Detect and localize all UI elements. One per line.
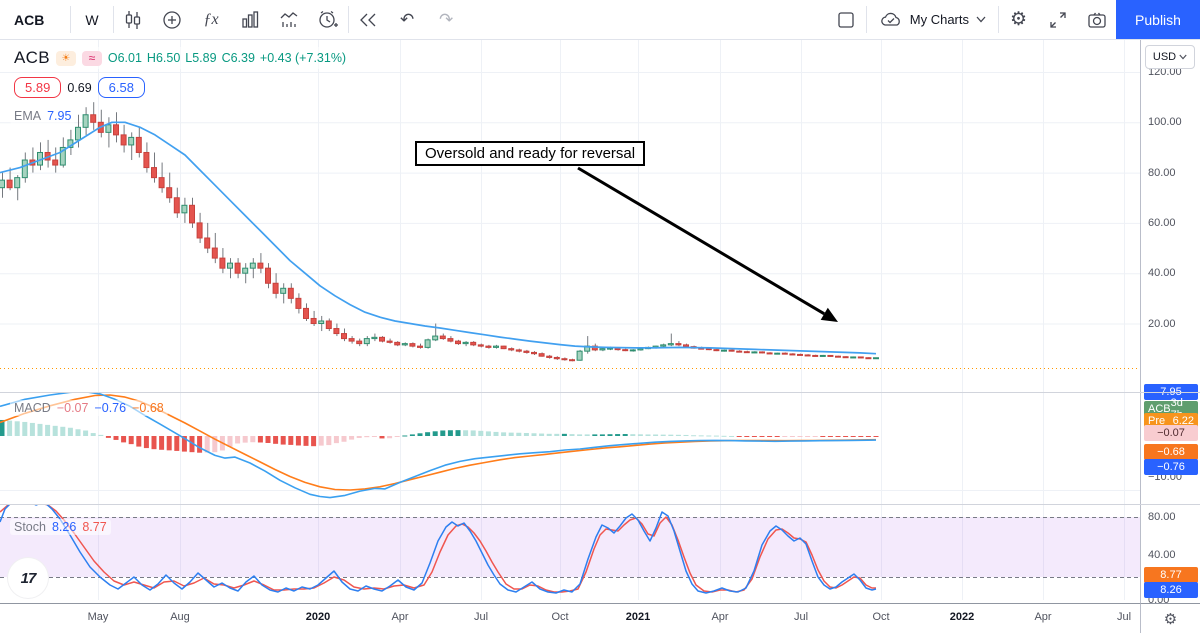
low-value: L5.89 bbox=[185, 51, 217, 65]
redo-icon[interactable]: ↷ bbox=[427, 0, 466, 39]
time-axis-month-label: Aug bbox=[170, 611, 190, 623]
interval-button[interactable]: W bbox=[71, 0, 112, 39]
toolbar-left-group: ACB W ƒx ↶ ↷ bbox=[0, 0, 466, 39]
toolbar-divider bbox=[112, 6, 114, 33]
macd-line-badge: −0.76 bbox=[1144, 459, 1198, 475]
time-axis-month-label: Oct bbox=[872, 611, 890, 623]
indicators-icon[interactable]: ƒx bbox=[192, 0, 231, 39]
axis-tick-label: 20.00 bbox=[1148, 318, 1176, 330]
price-axis[interactable]: 120.00 100.00 80.00 60.00 40.00 20.00 −10.00 80… bbox=[1140, 40, 1200, 606]
currency-label: USD bbox=[1152, 51, 1177, 63]
time-axis-month-label: Apr bbox=[1034, 611, 1052, 623]
close-value: C6.39 bbox=[221, 51, 255, 65]
time-axis-month-label: Apr bbox=[711, 611, 729, 623]
stoch-legend[interactable]: Stoch 8.26 8.77 bbox=[10, 519, 111, 535]
stoch-label: Stoch bbox=[14, 520, 46, 534]
ohlc-values: O6.01 H6.50 L5.89 C6.39 +0.43 (+7.31%) bbox=[108, 49, 351, 67]
axis-tick-label: 100.00 bbox=[1148, 116, 1182, 128]
my-charts-label: My Charts bbox=[909, 12, 969, 27]
axis-tick-label: 40.00 bbox=[1148, 267, 1176, 279]
currency-selector[interactable]: USD bbox=[1145, 45, 1195, 69]
stoch-d-badge: 8.77 bbox=[1144, 567, 1198, 583]
ema-value: 7.95 bbox=[47, 109, 72, 123]
axis-tick-label: 120.00 bbox=[1148, 66, 1182, 78]
macd-signal-value: −0.68 bbox=[132, 401, 164, 415]
top-toolbar: ACB W ƒx ↶ ↷ bbox=[0, 0, 1200, 40]
chevron-down-icon bbox=[976, 16, 986, 23]
time-axis-month-label: Jul bbox=[473, 611, 489, 623]
fx-glyph: ƒx bbox=[203, 10, 219, 28]
axis-settings-button[interactable]: ⚙ bbox=[1140, 603, 1200, 633]
replay-icon[interactable] bbox=[349, 0, 388, 39]
range-high-box[interactable]: 6.58 bbox=[97, 77, 145, 98]
change-value: +0.43 (+7.31%) bbox=[259, 51, 347, 65]
macd-signal-badge: −0.68 bbox=[1144, 444, 1198, 460]
tradingview-logo[interactable]: 17 bbox=[8, 558, 48, 598]
redo-glyph: ↷ bbox=[438, 10, 454, 29]
time-axis[interactable]: May Aug 2020 Apr Jul Oct 2021 Apr Jul Oct 2022 Apr J… bbox=[0, 603, 1140, 633]
chart-area: ACB ☀ ≈ O6.01 H6.50 L5.89 C6.39 +0.43 (+7.31… bbox=[0, 40, 1140, 603]
chart-style-icon[interactable] bbox=[114, 0, 153, 39]
toolbar-divider bbox=[998, 6, 999, 33]
legend-symbol: ACB bbox=[14, 48, 50, 67]
macd-hist-badge: −0.07 bbox=[1144, 425, 1198, 441]
price-legend[interactable]: ACB ☀ ≈ O6.01 H6.50 L5.89 C6.39 +0.43 (+7.31… bbox=[10, 47, 356, 69]
axis-tick-label: 40.00 bbox=[1148, 549, 1176, 561]
range-low-box[interactable]: 5.89 bbox=[14, 77, 62, 98]
undo-glyph: ↶ bbox=[399, 10, 415, 29]
macd-label: MACD bbox=[14, 401, 51, 415]
time-axis-month-label: Jul bbox=[1116, 611, 1132, 623]
approx-icon[interactable]: ≈ bbox=[81, 50, 102, 66]
chevron-down-icon bbox=[1179, 54, 1187, 60]
sun-icon[interactable]: ☀ bbox=[55, 50, 76, 66]
chart-canvas[interactable] bbox=[0, 40, 1140, 603]
time-axis-year-label: 2022 bbox=[949, 611, 975, 623]
compare-icon[interactable] bbox=[153, 0, 192, 39]
templates-icon[interactable] bbox=[231, 0, 270, 39]
macd-legend[interactable]: MACD −0.07 −0.76 −0.68 bbox=[10, 400, 168, 416]
my-charts-button[interactable]: My Charts bbox=[867, 0, 998, 39]
price-range-tool[interactable]: 5.89 0.69 6.58 bbox=[10, 76, 149, 99]
alert-icon[interactable] bbox=[309, 0, 348, 39]
ema-legend[interactable]: EMA 7.95 bbox=[10, 108, 76, 124]
time-axis-month-label: Jul bbox=[793, 611, 809, 623]
time-axis-year-label: 2021 bbox=[625, 611, 651, 623]
toolbar-divider bbox=[865, 6, 867, 33]
layout-icon[interactable] bbox=[827, 0, 866, 39]
stoch-k-value: 8.26 bbox=[51, 520, 77, 534]
range-value: 0.69 bbox=[67, 80, 92, 95]
macd-line-value: −0.76 bbox=[94, 401, 127, 415]
ema-label: EMA bbox=[14, 109, 42, 123]
stoch-k-badge: 8.26 bbox=[1144, 582, 1198, 598]
symbol-button[interactable]: ACB bbox=[0, 0, 70, 39]
open-value: O6.01 bbox=[107, 51, 142, 65]
publish-button[interactable]: Publish bbox=[1116, 0, 1200, 39]
axis-tick-label: 80.00 bbox=[1148, 511, 1176, 523]
gear-icon: ⚙ bbox=[1163, 610, 1178, 628]
annotation-callout[interactable]: Oversold and ready for reversal bbox=[415, 141, 646, 166]
gear-glyph: ⚙ bbox=[1009, 9, 1028, 30]
toolbar-right-group: My Charts ⚙ Publish bbox=[827, 0, 1200, 39]
time-axis-month-label: Apr bbox=[391, 611, 409, 623]
time-axis-month-label: May bbox=[87, 611, 109, 623]
patterns-icon[interactable] bbox=[270, 0, 309, 39]
high-value: H6.50 bbox=[146, 51, 181, 65]
toolbar-divider bbox=[70, 6, 72, 33]
pane-separator[interactable] bbox=[0, 504, 1200, 505]
toolbar-divider bbox=[347, 6, 349, 33]
pane-separator[interactable] bbox=[0, 392, 1200, 393]
macd-hist-value: −0.07 bbox=[56, 401, 89, 415]
fullscreen-icon[interactable] bbox=[1038, 0, 1077, 39]
settings-icon[interactable]: ⚙ bbox=[999, 0, 1038, 39]
undo-icon[interactable]: ↶ bbox=[388, 0, 427, 39]
cloud-icon bbox=[880, 12, 900, 26]
axis-tick-label: 60.00 bbox=[1148, 217, 1176, 229]
time-axis-year-label: 2020 bbox=[305, 611, 331, 623]
axis-tick-label: 80.00 bbox=[1148, 167, 1176, 179]
time-axis-month-label: Oct bbox=[551, 611, 569, 623]
snapshot-icon[interactable] bbox=[1077, 0, 1116, 39]
stoch-d-value: 8.77 bbox=[82, 520, 107, 534]
